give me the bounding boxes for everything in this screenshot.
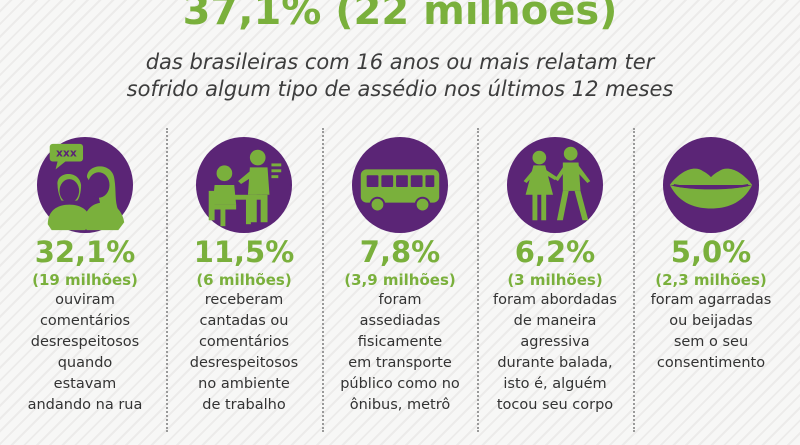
subheadline: das brasileiras com 16 anos ou mais rela… [0, 49, 800, 103]
stat-percent: 11,5% [193, 235, 295, 269]
description-line: sem o seu [673, 334, 749, 350]
stat-absolute: (3 milhões) [507, 271, 603, 289]
description-line: público como no [340, 376, 460, 392]
description-line: foram abordadas [493, 292, 617, 308]
stat-column-kiss: 5,0% (2,3 milhões) foram agarradas ou be… [636, 136, 786, 374]
workplace-icon [195, 136, 293, 234]
description-line: agressiva [520, 334, 590, 350]
stat-column-nightclub: 6,2% (3 milhões) foram abordadas de mane… [480, 136, 630, 416]
stat-absolute: (3,9 milhões) [344, 271, 456, 289]
column-divider-2 [322, 128, 324, 432]
stat-column-workplace: 11,5% (6 milhões) receberam cantadas ou … [169, 136, 319, 416]
description-line: assediadas [359, 313, 441, 329]
stat-percent: 5,0% [670, 235, 752, 269]
lips-icon [662, 136, 760, 234]
description-line: no ambiente [198, 376, 290, 392]
bus-icon [351, 136, 449, 234]
headline: 37,1% (22 milhões) [182, 0, 618, 34]
description-line: ouviram [55, 292, 115, 308]
description-line: tocou seu corpo [496, 397, 614, 413]
description-line: comentários [198, 334, 290, 350]
stat-percent: 6,2% [514, 235, 596, 269]
subhead-line-2: sofrido algum tipo de assédio nos último… [126, 77, 674, 101]
stat-description: receberam cantadas ou comentários desres… [169, 290, 319, 416]
description-line: receberam [204, 292, 284, 308]
description-line: quando [57, 355, 113, 371]
stat-description: ouviram comentários desrespeitosos quand… [10, 290, 160, 416]
description-line: consentimento [656, 355, 766, 371]
stat-description: foram assediadas fisicamente em transpor… [325, 290, 475, 416]
stat-percent: 32,1% [34, 235, 136, 269]
stat-percent: 7,8% [359, 235, 441, 269]
stat-description: foram agarradas ou beijadas sem o seu co… [636, 290, 786, 374]
description-line: cantadas ou [199, 313, 289, 329]
stat-absolute: (19 milhões) [32, 271, 138, 289]
stat-description: foram abordadas de maneira agressiva dur… [480, 290, 630, 416]
description-line: foram agarradas [650, 292, 772, 308]
column-divider-3 [477, 128, 479, 432]
stat-absolute: (2,3 milhões) [655, 271, 767, 289]
subhead-line-1: das brasileiras com 16 anos ou mais rela… [145, 50, 655, 74]
description-line: durante balada, [497, 355, 613, 371]
description-line: em transporte [348, 355, 452, 371]
description-line: ou beijadas [669, 313, 753, 329]
description-line: desrespeitosos [189, 355, 299, 371]
stat-absolute: (6 milhões) [196, 271, 292, 289]
bubble-text: xxx [56, 147, 77, 160]
description-line: de maneira [513, 313, 597, 329]
description-line: estavam [53, 376, 117, 392]
description-line: de trabalho [202, 397, 286, 413]
couple-dancing-icon [506, 136, 604, 234]
comment-bubble-icon: xxx [36, 136, 134, 234]
stat-column-transport: 7,8% (3,9 milhões) foram assediadas fisi… [325, 136, 475, 416]
stat-column-street: xxx 32,1% (19 milhões) ouviram comentári… [10, 136, 160, 416]
description-line: andando na rua [27, 397, 143, 413]
description-line: ônibus, metrô [349, 397, 451, 413]
description-line: comentários [39, 313, 131, 329]
column-divider-1 [166, 128, 168, 432]
description-line: isto é, alguém [503, 376, 607, 392]
description-line: foram [378, 292, 422, 308]
description-line: fisicamente [357, 334, 443, 350]
description-line: desrespeitosos [30, 334, 140, 350]
column-divider-4 [633, 128, 635, 432]
